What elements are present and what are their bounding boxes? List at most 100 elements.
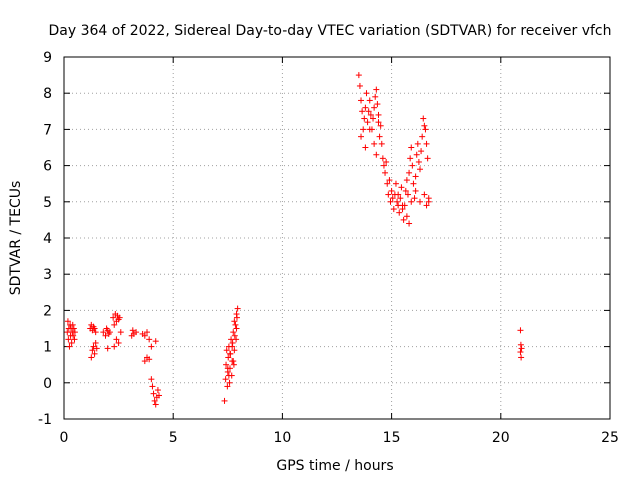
data-point xyxy=(366,126,373,133)
data-point xyxy=(420,115,427,122)
data-point xyxy=(100,329,107,336)
data-point xyxy=(359,108,366,115)
data-point xyxy=(71,329,78,336)
data-point xyxy=(151,397,158,404)
data-point xyxy=(402,187,409,194)
data-point xyxy=(397,195,404,202)
data-point xyxy=(146,356,153,363)
data-point xyxy=(154,387,161,394)
data-point xyxy=(408,144,415,151)
data-point xyxy=(379,155,386,162)
data-point xyxy=(106,329,113,336)
data-point xyxy=(223,361,230,368)
data-point xyxy=(92,339,99,346)
data-point xyxy=(228,336,235,343)
data-point xyxy=(66,343,73,350)
data-point xyxy=(92,329,99,336)
y-tick-label: 8 xyxy=(43,86,52,102)
data-point xyxy=(362,104,369,111)
data-point xyxy=(363,90,370,97)
data-point xyxy=(414,140,421,147)
data-point xyxy=(517,349,524,356)
data-point xyxy=(65,336,72,343)
data-point xyxy=(367,111,374,118)
data-point xyxy=(378,140,385,147)
data-point xyxy=(116,314,123,321)
data-point xyxy=(411,195,418,202)
data-point xyxy=(233,311,240,318)
data-point xyxy=(360,126,367,133)
data-point xyxy=(91,350,98,357)
data-point xyxy=(104,345,111,352)
data-point xyxy=(229,343,236,350)
data-point xyxy=(408,198,415,205)
data-point xyxy=(412,173,419,180)
data-point xyxy=(70,332,77,339)
data-point xyxy=(389,195,396,202)
data-point xyxy=(413,151,420,158)
data-point xyxy=(117,329,124,336)
data-point xyxy=(222,376,229,383)
data-point xyxy=(424,155,431,162)
data-point xyxy=(152,338,159,345)
data-point xyxy=(419,133,426,140)
data-point xyxy=(377,122,384,129)
data-point xyxy=(356,82,363,89)
data-point xyxy=(406,220,413,227)
data-point xyxy=(395,191,402,198)
grid xyxy=(64,57,610,419)
data-point xyxy=(410,180,417,187)
data-point xyxy=(225,354,232,361)
data-point xyxy=(230,361,237,368)
plot-frame xyxy=(63,56,611,420)
data-point xyxy=(111,321,118,328)
data-point xyxy=(152,401,159,408)
data-point xyxy=(423,202,430,209)
data-point xyxy=(224,365,231,372)
x-tick-label: 25 xyxy=(601,430,619,446)
data-point xyxy=(517,341,524,348)
data-point xyxy=(358,133,365,140)
data-point xyxy=(422,126,429,133)
data-point xyxy=(88,354,95,361)
data-point xyxy=(384,180,391,187)
data-point xyxy=(383,158,390,165)
data-point xyxy=(69,321,76,328)
data-point xyxy=(70,325,77,332)
data-point xyxy=(231,347,238,354)
data-point xyxy=(129,327,136,334)
x-tick-label: 0 xyxy=(60,430,69,446)
data-point xyxy=(425,195,432,202)
data-point xyxy=(517,327,524,334)
data-point xyxy=(233,325,240,332)
data-point xyxy=(141,358,148,365)
data-point xyxy=(111,343,118,350)
data-point xyxy=(156,392,163,399)
data-point xyxy=(386,177,393,184)
data-point xyxy=(518,354,525,361)
x-tick-label: 10 xyxy=(273,430,291,446)
data-point xyxy=(115,339,122,346)
data-point xyxy=(231,318,238,325)
data-point xyxy=(374,101,381,108)
data-point xyxy=(232,321,239,328)
y-tick-label: 4 xyxy=(43,231,52,247)
y-tick-label: 7 xyxy=(43,122,52,138)
data-point xyxy=(364,119,371,126)
data-point xyxy=(225,372,232,379)
data-point xyxy=(143,329,150,336)
data-point xyxy=(518,345,525,352)
data-point xyxy=(371,140,378,147)
data-point xyxy=(416,166,423,173)
data-point xyxy=(148,343,155,350)
data-point xyxy=(233,336,240,343)
data-point xyxy=(409,162,416,169)
data-point xyxy=(221,397,228,404)
data-point xyxy=(231,332,238,339)
data-point xyxy=(230,358,237,365)
data-point xyxy=(371,104,378,111)
data-point xyxy=(398,184,405,191)
data-point xyxy=(396,209,403,216)
data-point xyxy=(71,336,78,343)
